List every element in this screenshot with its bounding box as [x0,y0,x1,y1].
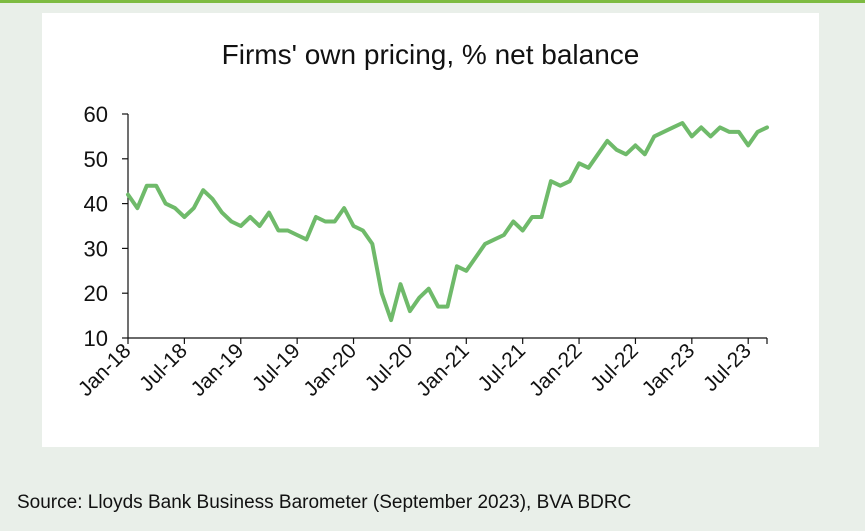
x-tick-label: Jan-21 [412,339,474,401]
data-point [586,166,590,170]
data-point [145,184,149,188]
x-tick-label: Jul-23 [699,339,756,396]
data-point [652,134,656,138]
data-point [718,125,722,129]
data-point [671,125,675,129]
source-note: Source: Lloyds Bank Business Barometer (… [17,492,632,513]
data-point [154,184,158,188]
data-point [380,291,384,295]
data-point [709,134,713,138]
x-tick-label: Jan-22 [525,339,587,401]
y-tick-label: 50 [84,147,108,172]
x-tick-label: Jul-20 [361,339,418,396]
data-point [446,305,450,309]
data-point [286,228,290,232]
data-point [699,125,703,129]
y-axis: 10 20 30 40 50 60 [84,102,129,351]
data-point [568,179,572,183]
y-tick-label: 20 [84,281,108,306]
data-point [605,139,609,143]
x-tick-label: Jan-23 [638,339,700,401]
data-point [596,152,600,156]
data-point [408,309,412,313]
data-point [276,228,280,232]
data-point [417,296,421,300]
data-point [173,206,177,210]
data-point [126,193,130,197]
data-point [135,206,139,210]
data-point [211,197,215,201]
data-point [352,224,356,228]
data-point [521,228,525,232]
chart-title: Firms' own pricing, % net balance [221,39,640,70]
data-point [295,233,299,237]
data-point [399,282,403,286]
data-point [483,242,487,246]
data-point [182,215,186,219]
data-point [765,125,769,129]
data-point [502,233,506,237]
y-tick-label: 60 [84,102,108,127]
data-point [314,215,318,219]
data-point [539,215,543,219]
data-point [361,228,365,232]
data-point [239,224,243,228]
data-point [558,184,562,188]
x-tick-label: Jan-20 [299,339,361,401]
data-point [737,130,741,134]
data-point [464,269,468,273]
data-point [192,206,196,210]
data-point [436,305,440,309]
x-tick-label: Jul-19 [248,339,305,396]
data-point [220,211,224,215]
x-tick-label: Jul-21 [473,339,530,396]
data-point [164,202,168,206]
data-point [342,206,346,210]
y-tick-label: 40 [84,192,108,217]
data-point [474,255,478,259]
data-point [633,143,637,147]
series-line [126,121,769,323]
data-point [690,134,694,138]
y-tick-label: 30 [84,236,108,261]
data-point [615,148,619,152]
data-point [756,130,760,134]
data-point [333,220,337,224]
data-point [662,130,666,134]
y-tick-label: 10 [84,326,108,351]
data-point [229,220,233,224]
x-tick-label: Jul-18 [135,339,192,396]
top-accent-rule [0,0,865,3]
data-point [389,318,393,322]
data-point [305,237,309,241]
x-tick-label: Jan-19 [187,339,249,401]
data-point [258,224,262,228]
data-point [201,188,205,192]
data-point [624,152,628,156]
x-tick-label: Jul-22 [586,339,643,396]
data-point [549,179,553,183]
data-point [530,215,534,219]
data-point [267,211,271,215]
data-point [455,264,459,268]
data-point [511,220,515,224]
data-point [643,152,647,156]
data-point [577,161,581,165]
data-point [323,220,327,224]
chart-panel: Firms' own pricing, % net balance 10 20 30… [42,13,819,447]
data-point [727,130,731,134]
data-point [427,287,431,291]
data-point [680,121,684,125]
data-point [248,215,252,219]
data-point [370,242,374,246]
series-layer [126,121,769,323]
data-point [492,237,496,241]
data-point [746,143,750,147]
